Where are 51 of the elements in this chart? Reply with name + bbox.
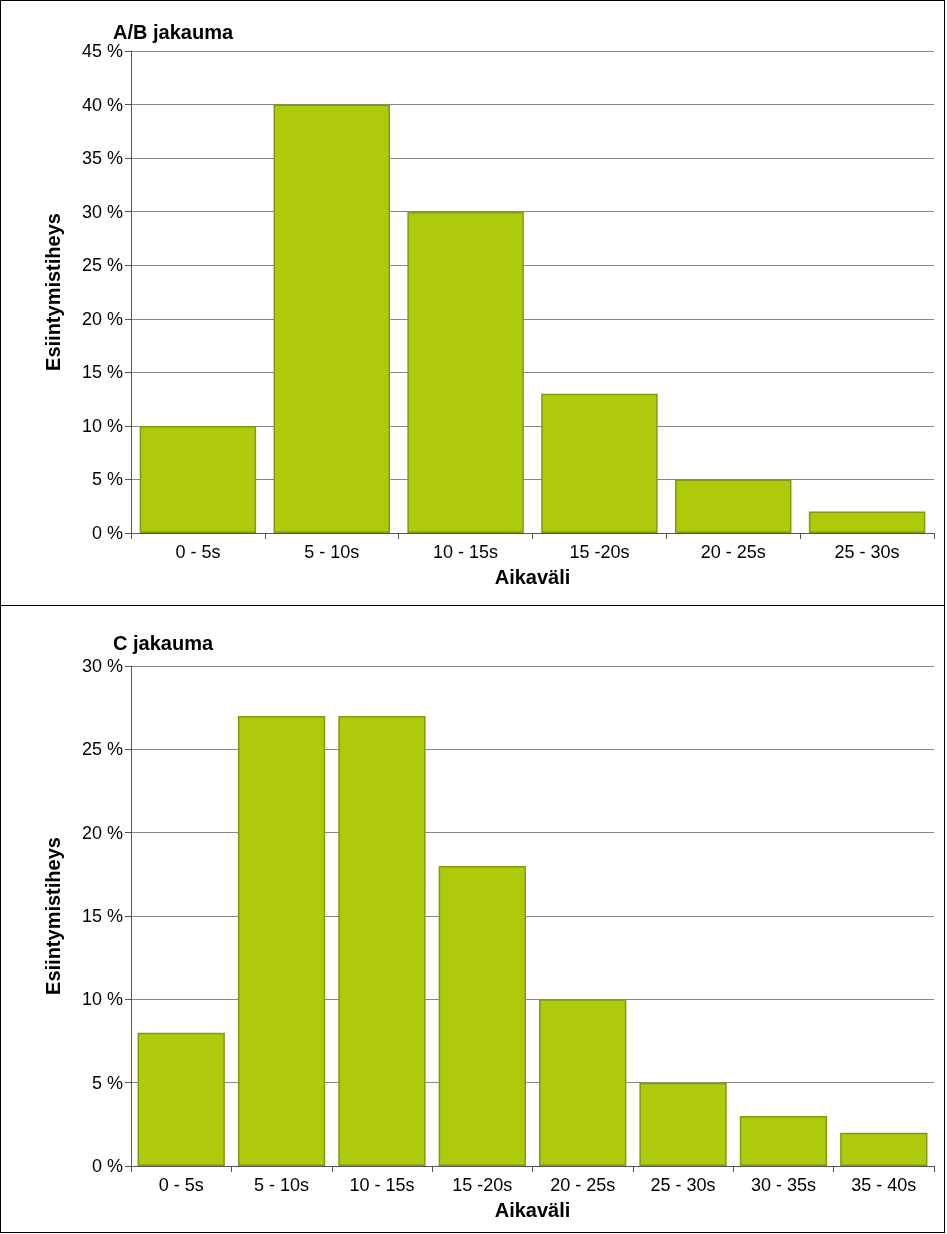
x-tick-label: 20 - 25s [700,542,766,562]
x-tick-label: 20 - 25s [550,1175,616,1195]
x-tick-label: 0 - 5s [158,1175,204,1195]
y-tick-label: 25 % [81,255,123,276]
x-axis-title: Aikaväli [494,566,571,588]
x-tick-label: 15 -20s [452,1175,513,1195]
y-tick-label: 10 % [81,415,123,436]
chart-title: A/B jakauma [113,21,234,43]
bar [739,1116,828,1166]
bar [639,1082,727,1166]
bar [273,104,390,533]
bar [675,479,792,533]
y-tick-label: 0 % [91,1156,123,1176]
y-tick-label: 20 % [81,308,123,329]
y-tick-label: 35 % [81,148,123,169]
y-tick-label: 15 % [81,906,123,926]
x-tick-label: 5 - 10s [304,542,360,562]
bar [808,511,926,533]
bar [840,1132,928,1166]
bar [407,211,524,533]
x-tick-label: 10 - 15s [349,1175,415,1195]
y-tick-label: 30 % [81,656,123,676]
bar [438,866,526,1166]
y-axis-title: Esiintymistiheys [42,837,64,995]
y-tick-label: 45 % [81,41,123,61]
y-tick-label: 0 % [91,523,123,543]
x-tick-label: 25 - 30s [834,542,900,562]
y-tick-label: 40 % [81,94,123,115]
y-tick-label: 30 % [81,201,123,222]
y-tick-label: 15 % [81,362,123,383]
x-tick-label: 25 - 30s [650,1175,716,1195]
y-tick-label: 20 % [81,822,123,843]
y-tick-label: 5 % [91,1072,123,1093]
bar [539,999,627,1166]
bar [338,716,426,1166]
bar [237,716,326,1166]
y-tick-label: 5 % [91,469,123,490]
x-tick-label: 30 - 35s [750,1175,816,1195]
y-tick-label: 10 % [81,989,123,1010]
x-tick-label: 10 - 15s [433,542,499,562]
x-tick-label: 15 -20s [569,542,630,562]
x-axis-title: Aikaväli [494,1199,571,1221]
x-tick-label: 35 - 40s [851,1175,917,1195]
bar [137,1032,225,1166]
x-tick-label: 5 - 10s [254,1175,310,1195]
bar [139,425,257,533]
bar [541,393,658,533]
x-tick-label: 0 - 5s [175,542,221,562]
y-axis-title: Esiintymistiheys [42,213,64,371]
y-tick-label: 25 % [81,739,123,760]
chart-title: C jakauma [113,632,214,654]
